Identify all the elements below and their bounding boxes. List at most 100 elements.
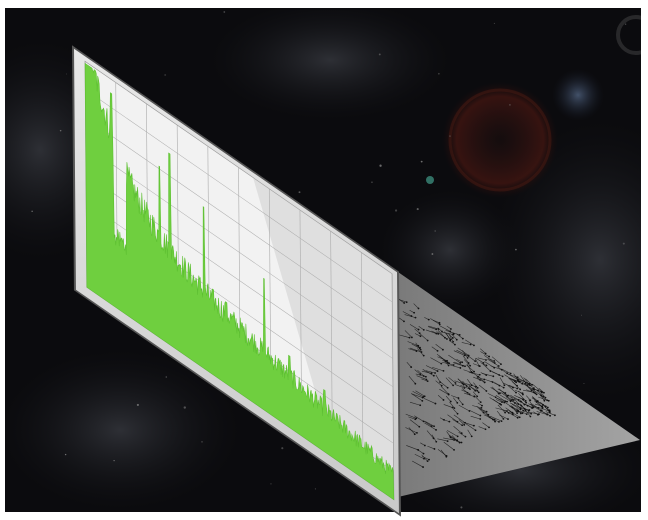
scatter-dot (443, 399, 445, 401)
scatter-dot (406, 301, 408, 303)
star (623, 243, 625, 245)
scatter-dot (463, 424, 465, 426)
scatter-dot (448, 393, 450, 395)
scatter-dot (464, 365, 466, 367)
scatter-dot (498, 365, 500, 367)
scatter-dot (542, 404, 544, 406)
scatter-dot (540, 410, 542, 412)
scatter-dot (471, 435, 473, 437)
scatter-dot (474, 360, 476, 362)
scatter-dot (459, 367, 461, 369)
scatter-dot (437, 333, 439, 335)
scatter-dot (427, 460, 429, 462)
star (65, 454, 66, 455)
scatter-dot (468, 387, 470, 389)
scatter-dot (446, 455, 448, 457)
scatter-dot (433, 437, 435, 439)
scatter-dot (435, 429, 437, 431)
scatter-dot (456, 339, 458, 341)
star (66, 73, 67, 74)
scatter-dot (446, 338, 448, 340)
scatter-dot (503, 418, 505, 420)
star (270, 483, 271, 484)
scatter-dot (452, 337, 454, 339)
star (431, 253, 433, 255)
star (438, 73, 440, 75)
scatter-dot (475, 429, 477, 431)
scatter-dot (448, 365, 450, 367)
scatter-dot (425, 379, 427, 381)
scatter-dot (480, 401, 482, 403)
scatter-dot (439, 381, 441, 383)
scatter-dot (420, 335, 422, 337)
scatter-dot (519, 389, 521, 391)
scatter-dot (444, 337, 446, 339)
page: (() => { const svg = document.getElement… (0, 0, 648, 520)
scatter-dot (479, 365, 481, 367)
scatter-dot (528, 410, 530, 412)
scatter-dot (457, 435, 459, 437)
scatter-dot (506, 401, 508, 403)
scatter-dot (471, 372, 473, 374)
scatter-dot (418, 329, 420, 331)
scatter-dot (435, 403, 437, 405)
scatter-dot (435, 441, 437, 443)
scatter-dot (534, 392, 536, 394)
scatter-dot (462, 403, 464, 405)
star (509, 104, 511, 106)
scatter-dot (501, 401, 503, 403)
scatter-dot (549, 415, 551, 417)
scatter-dot (531, 390, 533, 392)
scatter-dot (543, 400, 545, 402)
scatter-dot (517, 410, 519, 412)
scatter-dot (409, 337, 411, 339)
scatter-dot (465, 436, 467, 438)
scatter-dot (483, 412, 485, 414)
scatter-dot (517, 379, 519, 381)
star (299, 191, 301, 193)
scatter-dot (421, 351, 423, 353)
scatter-dot (519, 416, 521, 418)
scatter-dot (439, 322, 441, 324)
scatter-dot (546, 414, 548, 416)
scatter-dot (492, 375, 494, 377)
star (460, 506, 462, 508)
scatter-dot (450, 401, 452, 403)
scatter-dot (447, 387, 449, 389)
scatter-dot (543, 392, 545, 394)
scatter-dot (531, 407, 533, 409)
illustration (0, 0, 648, 520)
scatter-dot (507, 418, 509, 420)
star (31, 211, 32, 212)
scatter-dot (481, 407, 483, 409)
scatter-dot (503, 387, 505, 389)
scatter-dot (478, 391, 480, 393)
scatter-dot (485, 353, 487, 355)
scatter-dot (413, 312, 415, 314)
scatter-dot (415, 317, 417, 319)
scatter-dot (463, 387, 465, 389)
scatter-dot (461, 424, 463, 426)
scatter-dot (525, 402, 527, 404)
scatter-dot (428, 319, 430, 321)
scatter-dot (456, 402, 458, 404)
scatter-dot (418, 308, 420, 310)
scatter-dot (411, 337, 413, 339)
scatter-dot (538, 413, 540, 415)
star (435, 230, 436, 231)
scatter-dot (449, 340, 451, 342)
scatter-dot (452, 385, 454, 387)
scatter-dot (481, 405, 483, 407)
scatter-dot (473, 425, 475, 427)
scatter-dot (511, 399, 513, 401)
scatter-dot (502, 376, 504, 378)
scatter-dot (486, 411, 488, 413)
scatter-dot (488, 356, 490, 358)
star (166, 376, 167, 377)
scatter-dot (463, 384, 465, 386)
scatter-dot (450, 328, 452, 330)
scatter-dot (479, 415, 481, 417)
star (164, 74, 166, 76)
scatter-dot (486, 365, 488, 367)
scatter-dot (461, 361, 463, 363)
